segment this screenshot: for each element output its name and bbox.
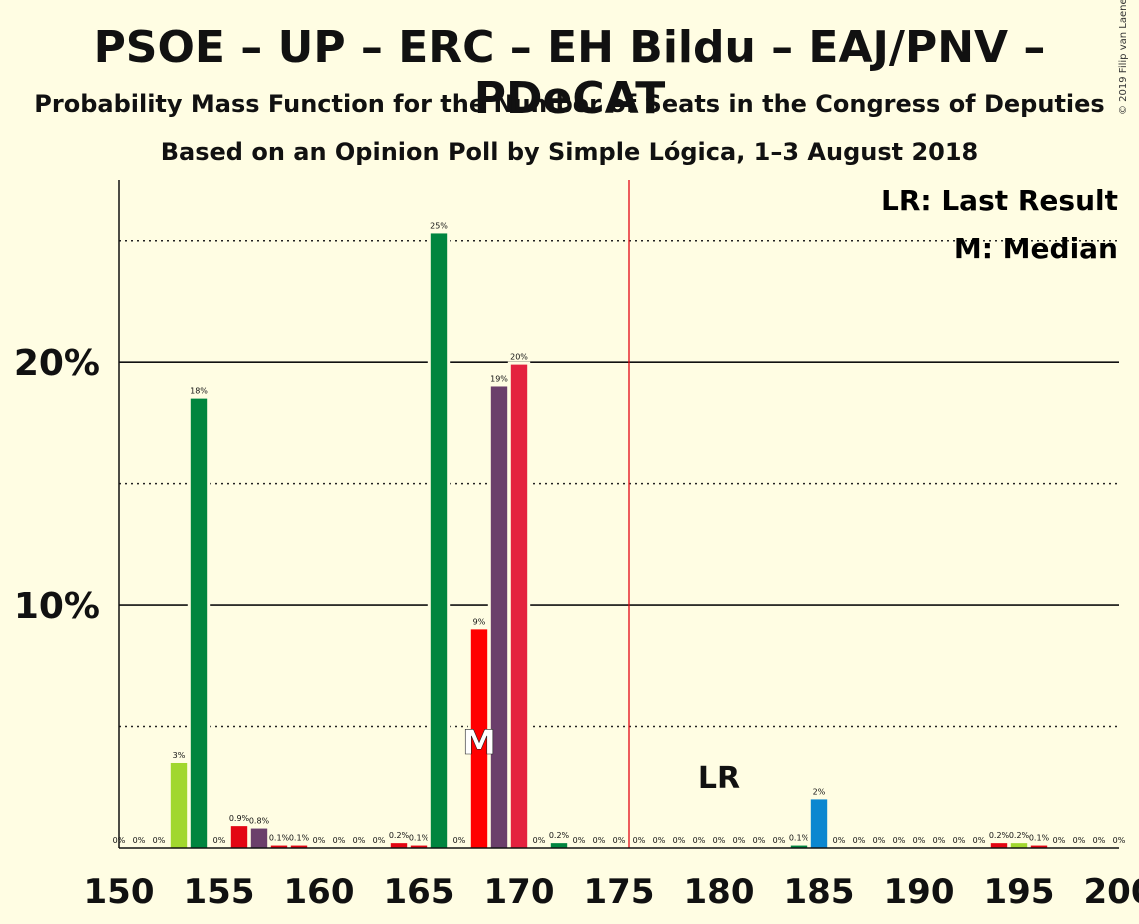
markers: LR M [462, 180, 740, 848]
bar [550, 843, 568, 848]
bar [170, 762, 188, 848]
bar-data-label: 9% [473, 617, 486, 626]
bar-data-label: 0.9% [229, 814, 250, 823]
bar-data-label: 0% [333, 836, 346, 845]
y-tick-label: 20% [14, 343, 100, 384]
bar-data-label: 0% [873, 836, 886, 845]
bar-data-label: 0% [633, 836, 646, 845]
bar-data-label: 0% [893, 836, 906, 845]
x-tick-label: 185 [784, 872, 855, 912]
bar-data-label: 0.2% [549, 831, 570, 840]
x-tick-label: 165 [384, 872, 455, 912]
bar-data-label: 3% [173, 751, 186, 760]
bar-data-label: 0% [313, 836, 326, 845]
bar-data-label: 0% [1073, 836, 1086, 845]
bar [810, 799, 828, 848]
x-tick-label: 160 [284, 872, 355, 912]
bar-data-label: 0.1% [289, 834, 310, 843]
chart-source-line: Based on an Opinion Poll by Simple Lógic… [160, 138, 979, 166]
gridlines [119, 239, 1119, 728]
y-tick-label: 10% [14, 586, 100, 627]
x-tick-label: 170 [484, 872, 555, 912]
bar [1010, 843, 1028, 848]
bar [270, 845, 288, 848]
x-tick-label: 175 [584, 872, 655, 912]
bar-data-label: 0.2% [1009, 831, 1030, 840]
bar [230, 826, 248, 848]
x-tick-label: 190 [884, 872, 955, 912]
legend-last-result: LR: Last Result [881, 184, 1118, 217]
bar-data-label: 0% [1053, 836, 1066, 845]
x-tick-label: 155 [184, 872, 255, 912]
x-tick-label: 150 [84, 872, 155, 912]
last-result-marker: LR [698, 761, 740, 796]
bar-halo [407, 842, 431, 848]
bar-data-label: 19% [490, 374, 508, 383]
bar-data-label: 25% [430, 221, 448, 230]
bar-data-label: 0% [653, 836, 666, 845]
bar-halo [267, 842, 291, 848]
bar [1030, 845, 1048, 848]
bar-halo [1027, 842, 1051, 848]
bar-halo [287, 842, 311, 848]
x-tick-label: 200 [1084, 872, 1139, 912]
bar [990, 843, 1008, 848]
bar [190, 398, 208, 848]
bars: 0%0%0%3%18%0%0.9%0.8%0.1%0.1%0%0%0%0%0.2… [113, 221, 1126, 848]
bar-data-label: 0.2% [389, 831, 410, 840]
bar-data-label: 18% [190, 387, 208, 396]
bar-data-label: 0.1% [269, 834, 290, 843]
bar-data-label: 0% [613, 836, 626, 845]
bar-data-label: 20% [510, 353, 528, 362]
bar [430, 233, 448, 848]
bar-data-label: 0% [733, 836, 746, 845]
bar-data-label: 0% [353, 836, 366, 845]
bar-data-label: 0% [933, 836, 946, 845]
bar-data-label: 0% [973, 836, 986, 845]
axes: 150 155 160 165 170 175 180 185 190 195 200 10% 20% [14, 180, 1139, 912]
bar-data-label: 0.1% [789, 834, 810, 843]
bar-data-label: 2% [813, 787, 826, 796]
bar [410, 845, 428, 848]
bar-data-label: 0% [753, 836, 766, 845]
bar-data-label: 0.2% [989, 831, 1010, 840]
bar-data-label: 0.8% [249, 817, 270, 826]
bar-data-label: 0% [593, 836, 606, 845]
bar-data-label: 0% [573, 836, 586, 845]
bar-data-label: 0% [773, 836, 786, 845]
bar-data-label: 0% [133, 836, 146, 845]
bar [790, 845, 808, 848]
bar-data-label: 0% [913, 836, 926, 845]
bar-data-label: 0% [953, 836, 966, 845]
bar [390, 843, 408, 848]
bar-data-label: 0% [853, 836, 866, 845]
bar-data-label: 0% [453, 836, 466, 845]
bar-data-label: 0% [533, 836, 546, 845]
bar-data-label: 0% [693, 836, 706, 845]
bar [510, 364, 528, 848]
bar-data-label: 0% [1093, 836, 1106, 845]
bar-data-label: 0% [213, 836, 226, 845]
bar-halo [787, 842, 811, 848]
bar-data-label: 0.1% [409, 834, 430, 843]
bar-data-label: 0.1% [1029, 834, 1050, 843]
chart-title: PSOE – UP – ERC – EH Bildu – EAJ/PNV – P… [93, 22, 1046, 124]
chart-subtitle: Probability Mass Function for the Number… [34, 90, 1105, 118]
x-tick-label: 195 [984, 872, 1055, 912]
bar [250, 828, 268, 848]
bar [290, 845, 308, 848]
bar [470, 629, 488, 848]
bar-data-label: 0% [1113, 836, 1126, 845]
bar-data-label: 0% [713, 836, 726, 845]
bar [490, 386, 508, 848]
median-marker: M [462, 723, 496, 763]
bar-data-label: 0% [373, 836, 386, 845]
x-tick-label: 180 [684, 872, 755, 912]
bar-data-label: 0% [673, 836, 686, 845]
legend-median: M: Median [954, 232, 1118, 265]
bar-data-label: 0% [153, 836, 166, 845]
bar-data-label: 0% [833, 836, 846, 845]
